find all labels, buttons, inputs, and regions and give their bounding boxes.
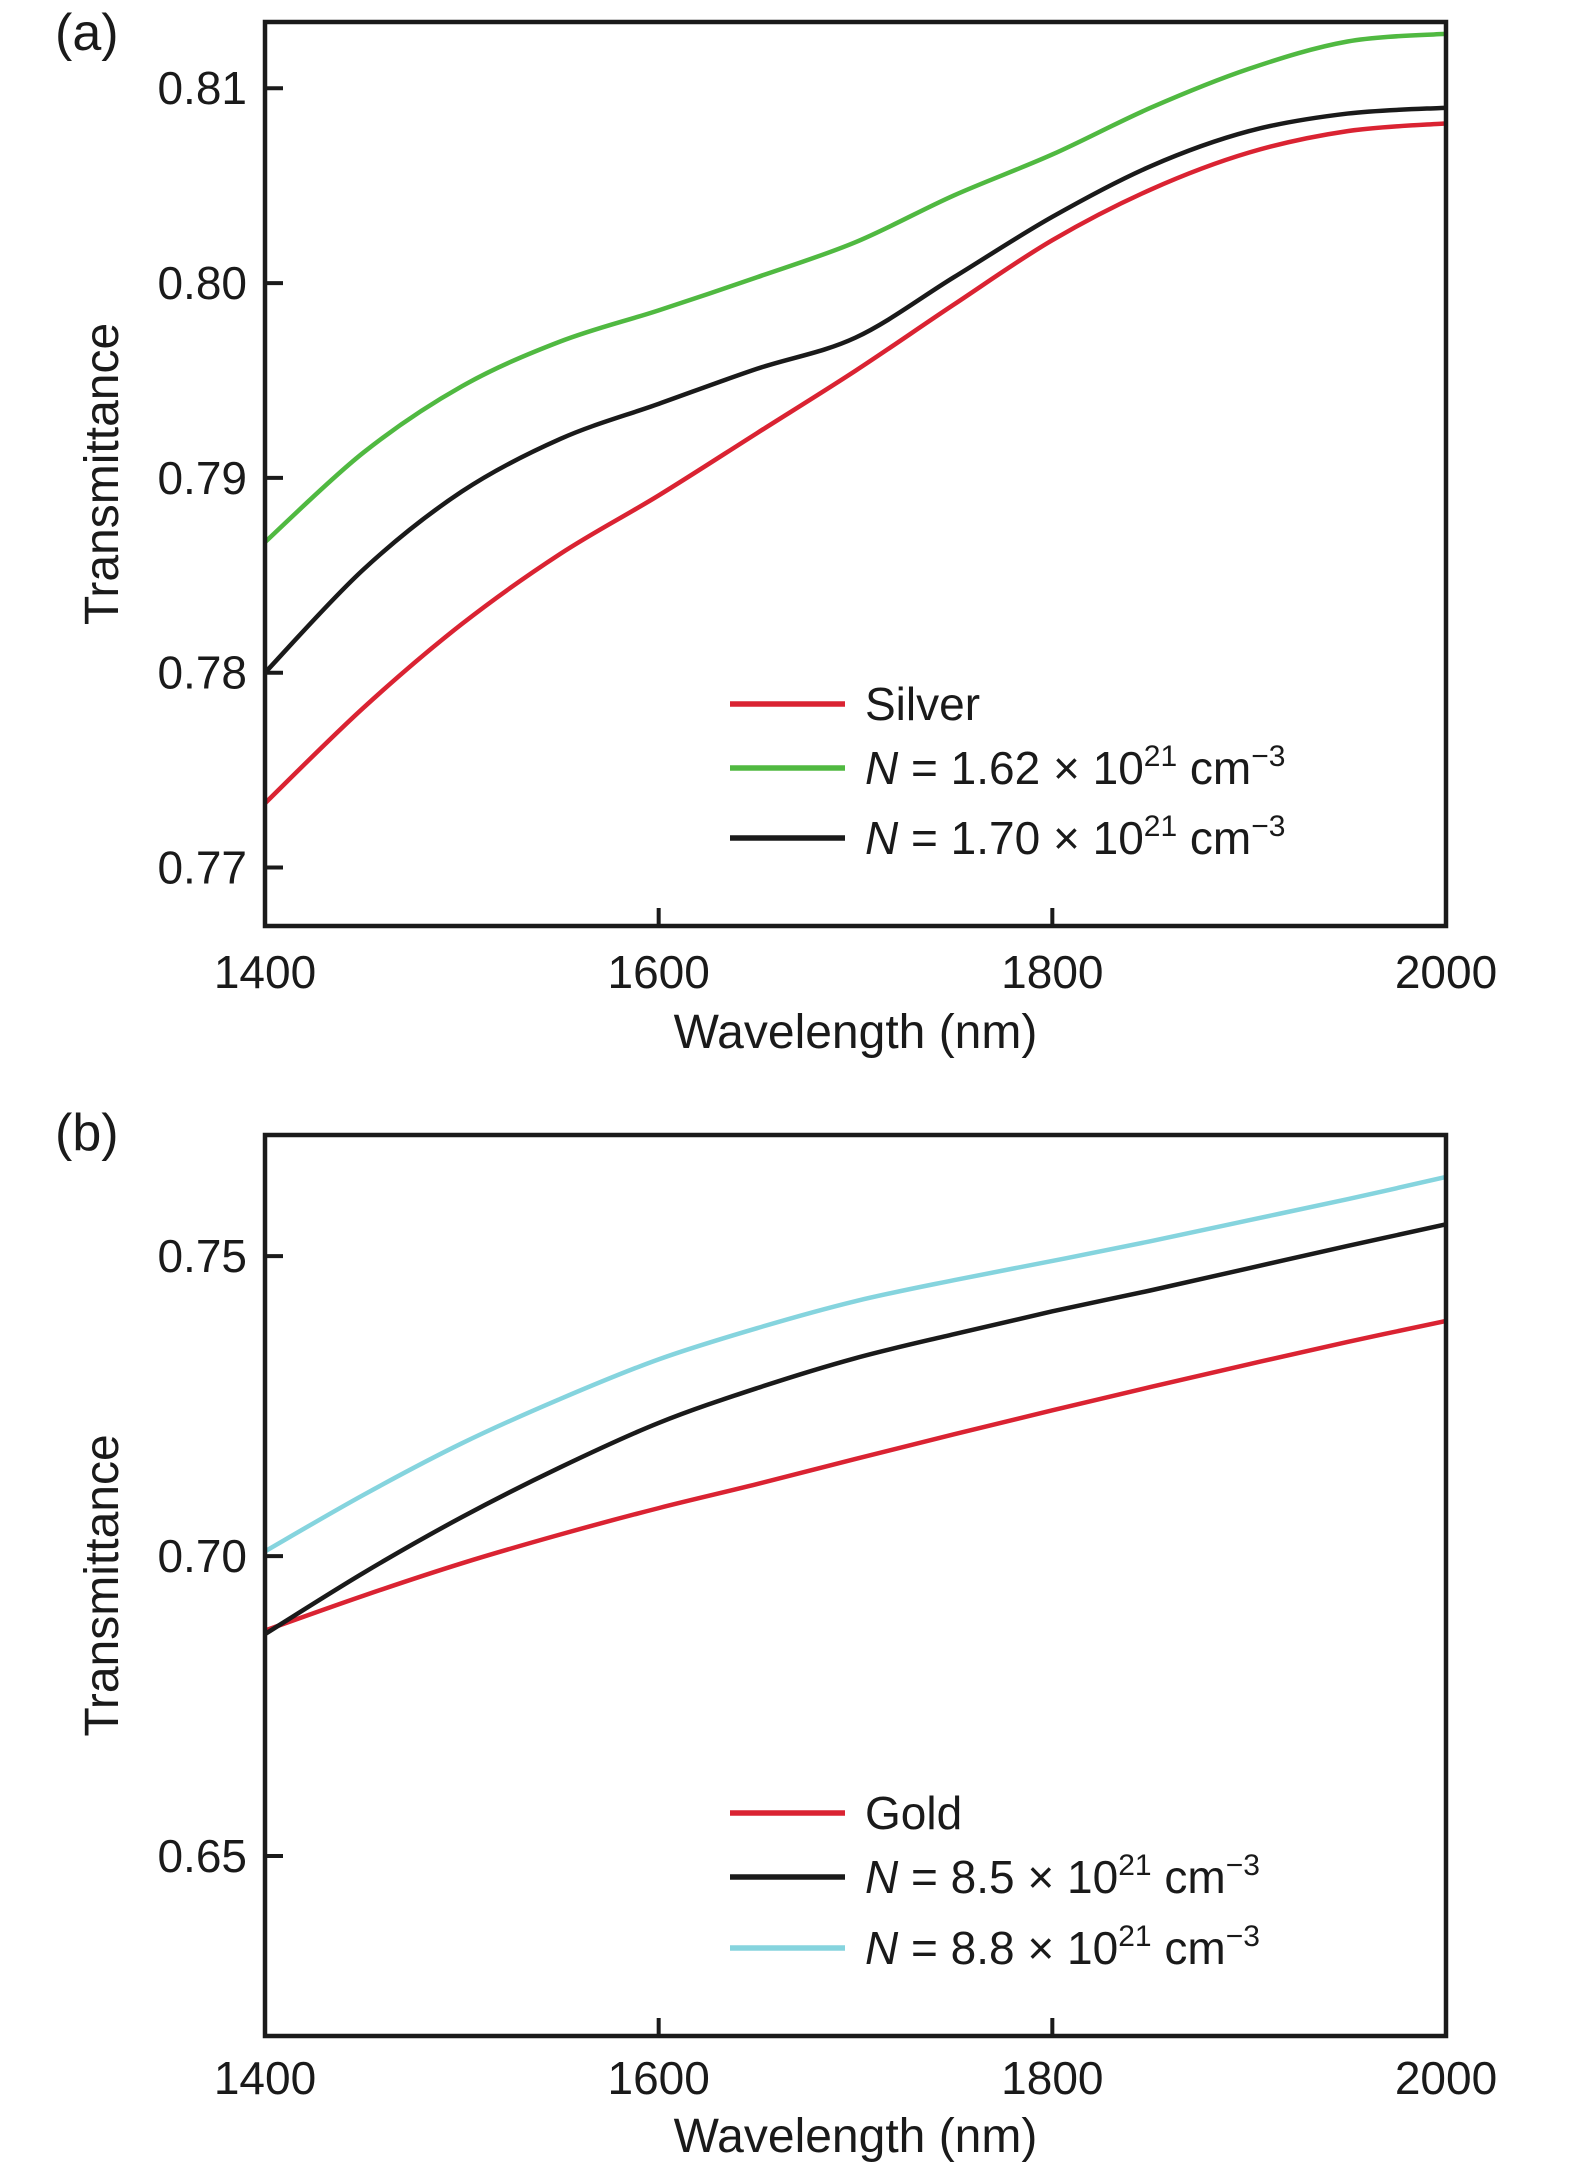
legend-b: Gold N = 8.5 × 1021 cm−3 N = 8.8 × 1021 cm… [730,1787,1260,1974]
legend-a: Silver N = 1.62 × 1021 cm−3 N = 1.70 × 102… [730,678,1285,864]
x-tick-label-b: 1800 [1001,2052,1103,2104]
legend-label-a-0: Silver [865,678,980,730]
x-tick-label-a: 1600 [607,946,709,998]
panel-tag-b: (b) [55,1104,119,1162]
legend-label-a-2: N = 1.70 × 1021 cm−3 [865,810,1285,864]
x-tick-label-b: 1400 [214,2052,316,2104]
series-line-b-1 [265,1222,1446,1637]
panel-tag-a: (a) [55,4,119,62]
y-tick-label-a: 0.79 [157,452,247,504]
legend-label-a-1: N = 1.62 × 1021 cm−3 [865,740,1285,794]
y-tick-label-a: 0.78 [157,647,247,699]
y-tick-label-a: 0.81 [157,62,247,114]
x-axis-title-a: Wavelength (nm) [674,1006,1038,1059]
series-line-b-2 [265,1174,1446,1554]
y-tick-label-a: 0.77 [157,842,247,894]
y-tick-label-b: 0.70 [157,1530,247,1582]
plot-frame-a [262,19,1449,929]
x-tick-label-a: 2000 [1395,946,1497,998]
x-tick-label-a: 1800 [1001,946,1103,998]
x-axis-title-b: Wavelength (nm) [674,2110,1038,2163]
x-tick-label-a: 1400 [214,946,316,998]
x-tick-label-b: 2000 [1395,2052,1497,2104]
panel-a: (a) 1400 1600 1800 2000 0.77 0.78 0.79 0.80 0.81 W… [55,4,1497,1059]
series-line-a-0 [265,121,1446,806]
series-line-a-2 [265,105,1446,675]
legend-label-b-1: N = 8.5 × 1021 cm−3 [865,1849,1260,1903]
legend-label-b-2: N = 8.8 × 1021 cm−3 [865,1920,1260,1974]
x-tick-label-b: 1600 [607,2052,709,2104]
legend-label-b-0: Gold [865,1787,962,1839]
y-tick-label-b: 0.65 [157,1830,247,1882]
y-tick-label-b: 0.75 [157,1230,247,1282]
plot-frame-b [262,1132,1449,2039]
y-tick-label-a: 0.80 [157,257,247,309]
series-line-b-0 [265,1318,1446,1633]
panel-b: (b) 1400 1600 1800 2000 0.65 0.70 0.75 Wavelengt… [55,1104,1497,2163]
series-line-a-1 [265,31,1446,545]
y-axis-title-b: Transmittance [76,1434,129,1736]
y-axis-title-a: Transmittance [76,323,129,625]
